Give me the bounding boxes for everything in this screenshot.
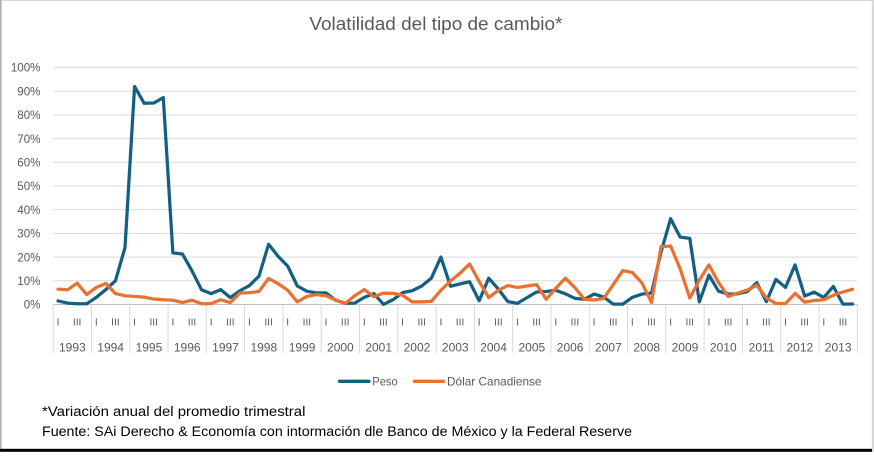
svg-text:2007: 2007 xyxy=(595,341,622,355)
svg-text:I: I xyxy=(171,318,174,329)
svg-text:2010: 2010 xyxy=(710,341,737,355)
svg-text:III: III xyxy=(149,318,158,329)
svg-text:III: III xyxy=(762,318,771,329)
svg-text:60%: 60% xyxy=(17,157,40,170)
svg-text:III: III xyxy=(73,318,82,329)
svg-text:I: I xyxy=(631,318,634,329)
svg-text:III: III xyxy=(609,318,618,329)
svg-text:2002: 2002 xyxy=(404,341,431,355)
svg-text:III: III xyxy=(226,318,235,329)
svg-text:III: III xyxy=(839,318,848,329)
svg-text:I: I xyxy=(707,318,710,329)
svg-text:80%: 80% xyxy=(17,109,40,122)
svg-text:III: III xyxy=(800,318,809,329)
svg-text:I: I xyxy=(593,318,596,329)
svg-text:2006: 2006 xyxy=(557,341,584,355)
svg-text:III: III xyxy=(418,318,427,329)
svg-text:2003: 2003 xyxy=(442,341,469,355)
svg-text:1996: 1996 xyxy=(174,341,201,355)
svg-text:III: III xyxy=(341,318,350,329)
svg-text:I: I xyxy=(210,318,213,329)
svg-text:III: III xyxy=(379,318,388,329)
svg-text:I: I xyxy=(133,318,136,329)
svg-text:III: III xyxy=(686,318,695,329)
svg-text:1997: 1997 xyxy=(212,341,239,355)
svg-text:1993: 1993 xyxy=(59,341,86,355)
svg-text:Peso: Peso xyxy=(372,375,398,389)
svg-text:Volatilidad del tipo de cambio: Volatilidad del tipo de cambio* xyxy=(309,14,562,34)
svg-text:III: III xyxy=(188,318,197,329)
svg-text:I: I xyxy=(325,318,328,329)
svg-text:2004: 2004 xyxy=(480,341,507,355)
svg-text:III: III xyxy=(111,318,120,329)
svg-text:I: I xyxy=(516,318,519,329)
svg-text:90%: 90% xyxy=(17,85,40,98)
svg-text:III: III xyxy=(303,318,312,329)
svg-text:70%: 70% xyxy=(17,133,40,146)
svg-text:I: I xyxy=(439,318,442,329)
svg-text:Fuente: SAi Derecho & Economía: Fuente: SAi Derecho & Economía con intor… xyxy=(42,424,632,440)
svg-text:2005: 2005 xyxy=(518,341,545,355)
svg-text:10%: 10% xyxy=(17,275,40,288)
svg-text:100%: 100% xyxy=(11,62,41,75)
svg-text:I: I xyxy=(822,318,825,329)
svg-text:30%: 30% xyxy=(17,228,40,241)
svg-text:I: I xyxy=(669,318,672,329)
svg-text:1995: 1995 xyxy=(136,341,163,355)
svg-text:2009: 2009 xyxy=(672,341,699,355)
svg-text:0%: 0% xyxy=(24,299,41,312)
svg-text:1994: 1994 xyxy=(97,341,124,355)
svg-text:I: I xyxy=(478,318,481,329)
svg-text:20%: 20% xyxy=(17,251,40,264)
svg-text:III: III xyxy=(264,318,273,329)
svg-text:III: III xyxy=(456,318,465,329)
svg-text:III: III xyxy=(494,318,503,329)
svg-text:50%: 50% xyxy=(17,180,40,193)
svg-text:I: I xyxy=(248,318,251,329)
svg-text:2000: 2000 xyxy=(327,341,354,355)
svg-text:III: III xyxy=(532,318,541,329)
svg-text:III: III xyxy=(647,318,656,329)
svg-text:I: I xyxy=(401,318,404,329)
svg-text:III: III xyxy=(724,318,733,329)
svg-text:2013: 2013 xyxy=(825,341,852,355)
svg-text:I: I xyxy=(746,318,749,329)
svg-text:2008: 2008 xyxy=(633,341,660,355)
svg-text:I: I xyxy=(95,318,98,329)
svg-text:Dólar Canadiense: Dólar Canadiense xyxy=(447,375,542,389)
svg-text:40%: 40% xyxy=(17,204,40,217)
svg-text:I: I xyxy=(784,318,787,329)
svg-text:*Variación anual del promedio: *Variación anual del promedio trimestral xyxy=(42,404,305,420)
svg-text:I: I xyxy=(554,318,557,329)
svg-text:2012: 2012 xyxy=(787,341,814,355)
svg-text:I: I xyxy=(57,318,60,329)
svg-text:III: III xyxy=(571,318,580,329)
svg-text:1999: 1999 xyxy=(289,341,316,355)
svg-text:2001: 2001 xyxy=(365,341,392,355)
svg-text:1998: 1998 xyxy=(250,341,277,355)
svg-text:2011: 2011 xyxy=(749,341,775,355)
svg-text:I: I xyxy=(286,318,289,329)
svg-text:I: I xyxy=(363,318,366,329)
